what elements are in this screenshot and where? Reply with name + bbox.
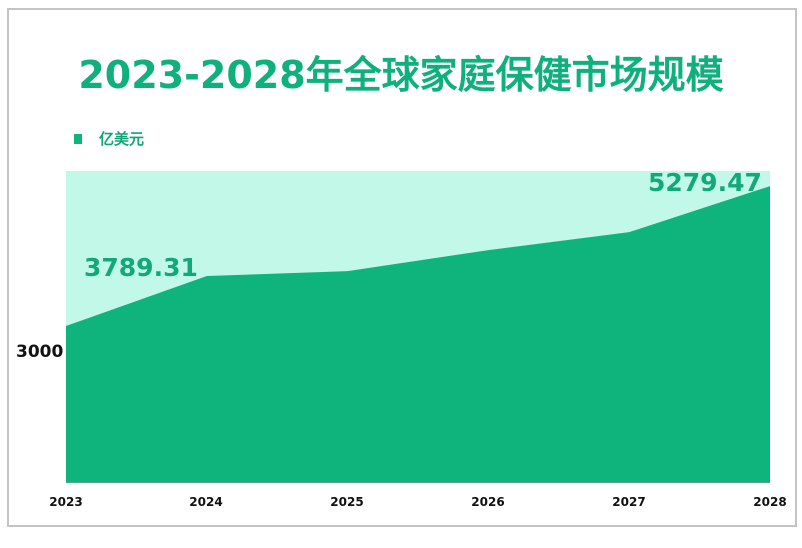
legend-swatch-icon bbox=[74, 133, 82, 144]
data-label-2028: 5279.47 bbox=[648, 168, 762, 197]
x-tick-2026: 2026 bbox=[471, 495, 505, 509]
x-tick-2024: 2024 bbox=[189, 495, 223, 509]
x-tick-2027: 2027 bbox=[612, 495, 646, 509]
chart-title: 2023-2028年全球家庭保健市场规模 bbox=[78, 53, 724, 97]
area-series bbox=[66, 186, 770, 483]
x-tick-2025: 2025 bbox=[330, 495, 364, 509]
x-tick-2023: 2023 bbox=[49, 495, 83, 509]
plot-area bbox=[66, 171, 770, 483]
legend-label: 亿美元 bbox=[99, 130, 145, 148]
legend: 亿美元 bbox=[74, 128, 144, 149]
x-tick-2028: 2028 bbox=[753, 495, 787, 509]
data-label-2024: 3789.31 bbox=[84, 253, 198, 282]
y-tick-label: 3000 bbox=[16, 342, 64, 362]
